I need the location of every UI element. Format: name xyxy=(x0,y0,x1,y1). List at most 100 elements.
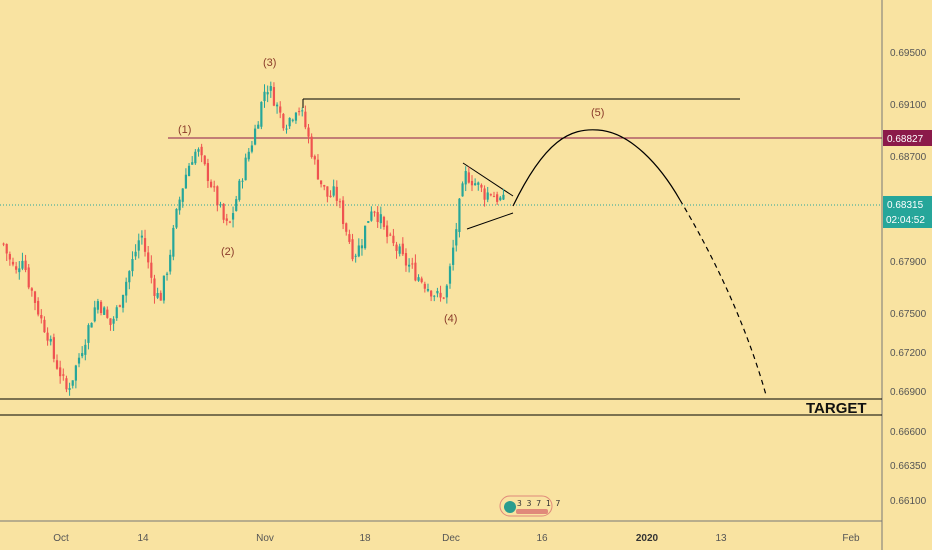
candle-body xyxy=(244,157,247,181)
x-tick-labels: Oct 14 Nov 18 Dec 16 2020 13 Feb xyxy=(53,533,860,544)
candle-body xyxy=(389,234,392,236)
candle-body xyxy=(24,260,27,271)
candle-body xyxy=(436,291,439,294)
candle-body xyxy=(235,199,238,211)
candle-body xyxy=(430,290,433,297)
candle-body xyxy=(187,165,191,177)
candle-body xyxy=(492,196,496,198)
candle-body xyxy=(423,283,426,289)
candle-body xyxy=(143,238,147,252)
candle-body xyxy=(279,106,282,113)
candle-body xyxy=(15,266,18,270)
candle-body xyxy=(288,117,291,127)
x-tick-label: Nov xyxy=(256,533,274,544)
candle-body xyxy=(169,254,172,272)
y-tick-label: 0.69100 xyxy=(890,100,927,111)
candle-body xyxy=(360,245,364,249)
candle-body xyxy=(62,374,65,376)
candle-body xyxy=(260,101,263,127)
candle-body xyxy=(178,199,181,211)
candle-body xyxy=(112,318,115,324)
candle-body xyxy=(87,325,90,343)
candle-body xyxy=(181,188,184,202)
candle-body xyxy=(376,212,379,223)
candle-body xyxy=(27,267,30,288)
candle-body xyxy=(401,243,404,255)
candle-body xyxy=(458,198,461,232)
x-tick-label: Feb xyxy=(842,533,860,544)
candle-body xyxy=(74,365,77,381)
candle-body xyxy=(216,186,219,206)
candle-body xyxy=(43,319,46,333)
candle-body xyxy=(37,300,40,315)
x-tick-label: 16 xyxy=(536,533,548,544)
candle-body xyxy=(282,113,285,129)
projection-arc[interactable] xyxy=(512,129,681,207)
candle-body xyxy=(370,211,373,221)
candle-body xyxy=(128,271,131,283)
candle-body xyxy=(304,111,307,128)
wave-label-5: (5) xyxy=(591,107,604,119)
candle-body xyxy=(496,194,499,202)
price-axis[interactable] xyxy=(882,0,932,550)
candle-body xyxy=(253,128,257,145)
candle-body xyxy=(156,293,159,298)
current-price-value: 0.68315 xyxy=(887,200,924,211)
candle-body xyxy=(172,227,175,257)
candle-body xyxy=(250,145,254,152)
candle-body xyxy=(21,260,24,269)
candle-body xyxy=(55,360,59,369)
projection-arc-dashed[interactable] xyxy=(679,199,767,396)
candle-body xyxy=(275,104,279,107)
candle-body xyxy=(257,124,260,129)
candle-body xyxy=(219,204,222,206)
candle-body xyxy=(263,91,266,102)
candle-body xyxy=(147,252,150,263)
candle-body xyxy=(379,214,382,224)
candle-body xyxy=(93,307,96,322)
candle-body xyxy=(392,235,395,244)
candle-body xyxy=(241,180,244,182)
candle-body xyxy=(121,294,125,308)
candle-body xyxy=(247,151,250,160)
candle-body xyxy=(345,223,348,232)
candle-body xyxy=(455,229,458,246)
candle-body xyxy=(40,315,43,319)
candle-body xyxy=(49,338,52,342)
candle-body xyxy=(8,253,11,260)
candle-body xyxy=(335,186,338,201)
y-tick-label: 0.66600 xyxy=(890,427,927,438)
candle-body xyxy=(225,218,228,221)
x-tick-label: 14 xyxy=(137,533,149,544)
candle-body xyxy=(323,185,326,187)
candle-body xyxy=(486,192,489,200)
candle-body xyxy=(30,288,33,291)
y-tick-label: 0.67200 xyxy=(890,348,927,359)
candle-body xyxy=(301,110,304,112)
x-tick-label: 2020 xyxy=(636,533,659,544)
triangle-lower-line[interactable] xyxy=(466,212,514,230)
candle-body xyxy=(209,181,213,187)
candle-body xyxy=(420,278,423,283)
candle-body xyxy=(203,155,206,165)
candle-body xyxy=(433,295,436,297)
candle-body xyxy=(408,264,411,267)
candle-body xyxy=(291,119,294,121)
candle-body xyxy=(200,146,203,156)
candle-body xyxy=(364,225,367,249)
candle-body xyxy=(5,244,8,254)
candle-body xyxy=(134,251,137,257)
candle-body xyxy=(341,200,345,225)
candle-body xyxy=(442,297,445,299)
candle-body xyxy=(483,188,486,200)
candle-body xyxy=(448,266,452,284)
candle-body xyxy=(231,213,235,220)
candle-body xyxy=(118,305,121,307)
candle-body xyxy=(197,149,200,152)
candle-body xyxy=(404,253,408,266)
triangle-upper-line[interactable] xyxy=(462,162,514,197)
candle-body xyxy=(59,367,62,377)
candle-body xyxy=(68,388,71,390)
